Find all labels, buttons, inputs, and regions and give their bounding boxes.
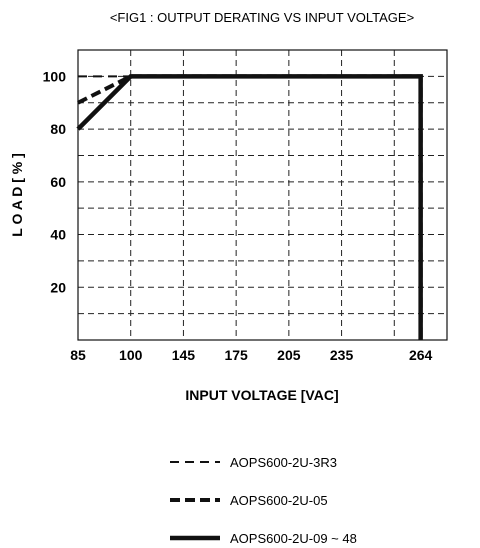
- x-tick-label: 100: [119, 347, 143, 363]
- legend-label: AOPS600-2U-09 ~ 48: [230, 531, 357, 546]
- x-tick-label: 264: [409, 347, 433, 363]
- y-tick-label: 100: [43, 68, 67, 84]
- chart-title: <FIG1 : OUTPUT DERATING VS INPUT VOLTAGE…: [110, 10, 414, 25]
- x-tick-label: 235: [330, 347, 354, 363]
- plot-frame: [77, 49, 448, 341]
- series-layer: [76, 74, 423, 340]
- x-tick-label: 205: [277, 347, 301, 363]
- x-tick-label: 85: [70, 347, 86, 363]
- y-tick-label: 40: [50, 227, 66, 243]
- y-tick-label: 20: [50, 279, 66, 295]
- y-axis-label: L O A D [ % ]: [9, 153, 25, 236]
- y-tick-label: 80: [50, 121, 66, 137]
- x-tick-label: 175: [224, 347, 248, 363]
- legend-label: AOPS600-2U-05: [230, 493, 328, 508]
- grid: [78, 50, 447, 340]
- legend: AOPS600-2U-3R3 AOPS600-2U-05 AOPS600-2U-09…: [170, 455, 357, 546]
- y-tick-label: 60: [50, 174, 66, 190]
- ticks-layer: 85 100 145 175 205 235 264 20 40 60 80 100: [43, 68, 433, 363]
- x-tick-label: 145: [172, 347, 196, 363]
- x-axis-label: INPUT VOLTAGE [VAC]: [185, 387, 338, 403]
- series-line: [76, 74, 423, 340]
- legend-label: AOPS600-2U-3R3: [230, 455, 337, 470]
